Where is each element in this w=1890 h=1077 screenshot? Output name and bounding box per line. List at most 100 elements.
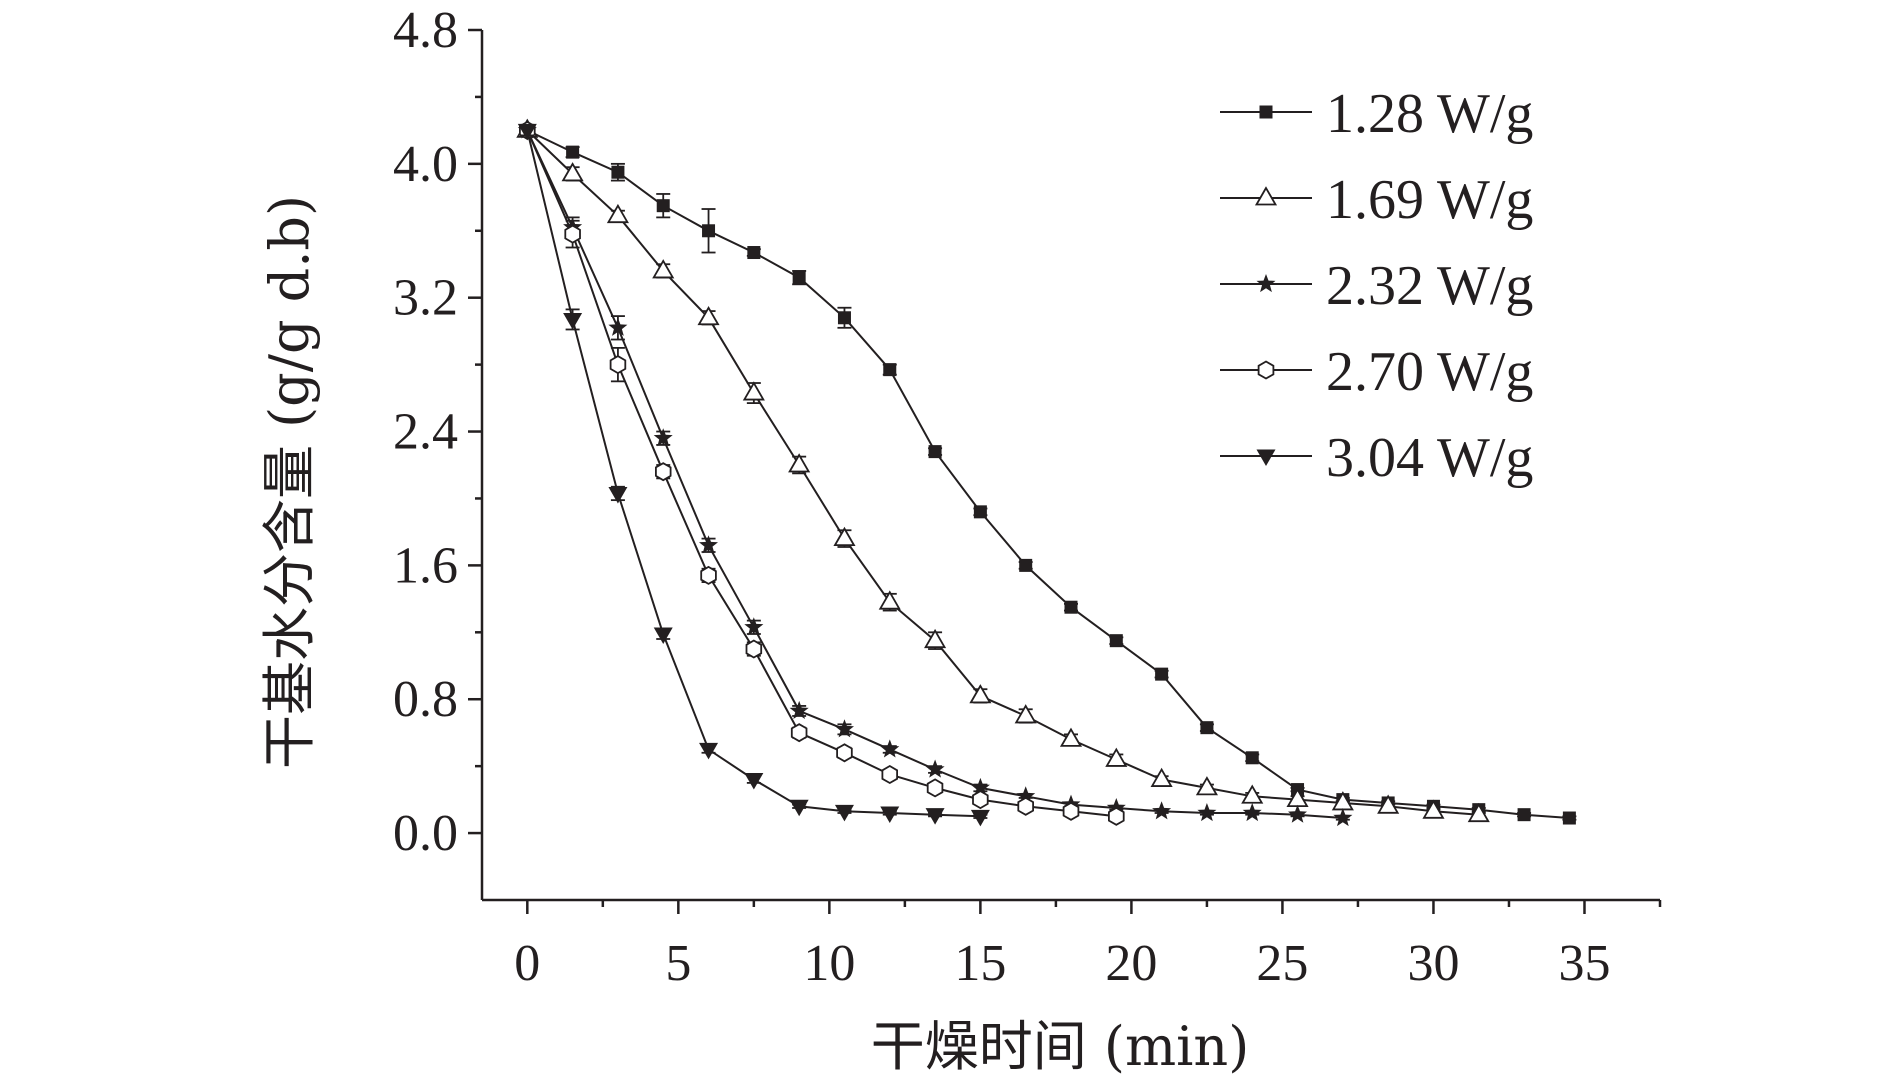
series-3 xyxy=(517,120,1353,827)
legend-item: 3.04 W/g xyxy=(1220,427,1533,489)
data-point xyxy=(655,462,672,482)
data-point xyxy=(699,742,719,760)
data-point xyxy=(1062,801,1080,821)
data-point xyxy=(1241,784,1264,804)
data-point xyxy=(745,639,763,659)
data-point xyxy=(652,259,675,279)
series-5 xyxy=(517,123,990,827)
data-point xyxy=(834,804,854,822)
y-tick-label: 0.8 xyxy=(393,671,458,728)
x-axis-title: 干燥时间 (min) xyxy=(871,1015,1250,1077)
x-tick-label: 20 xyxy=(1105,935,1157,992)
data-point xyxy=(744,773,764,790)
legend-label: 1.28 W/g xyxy=(1326,83,1533,145)
data-point xyxy=(564,224,581,244)
legend-label: 3.04 W/g xyxy=(1326,427,1533,489)
data-point xyxy=(517,123,537,141)
legend-label: 1.69 W/g xyxy=(1326,169,1533,231)
data-point xyxy=(1242,803,1262,822)
series-line xyxy=(526,129,1570,819)
data-point xyxy=(788,453,811,473)
legend-marker xyxy=(1259,105,1273,119)
legend-label: 2.70 W/g xyxy=(1326,341,1533,403)
data-point xyxy=(747,246,761,260)
data-point xyxy=(563,312,583,330)
x-tick-label: 25 xyxy=(1256,935,1308,992)
data-point xyxy=(1109,634,1123,648)
x-tick-label: 35 xyxy=(1558,935,1610,992)
data-point xyxy=(699,535,718,554)
data-point xyxy=(837,311,851,325)
x-tick-label: 0 xyxy=(514,935,540,992)
data-point xyxy=(656,199,670,213)
legend-marker xyxy=(1256,274,1276,293)
data-point xyxy=(883,363,897,377)
data-point xyxy=(1333,808,1353,827)
legend-marker xyxy=(1256,449,1276,466)
data-point xyxy=(1288,804,1307,823)
x-tick-label: 10 xyxy=(803,935,855,992)
data-point xyxy=(924,628,947,649)
series-4 xyxy=(519,120,1125,826)
data-point xyxy=(970,809,990,827)
data-point xyxy=(789,799,809,817)
legend-item: 2.70 W/g xyxy=(1220,341,1533,403)
series-layer xyxy=(516,118,1577,827)
data-point xyxy=(969,684,992,704)
data-point xyxy=(653,428,673,447)
data-point xyxy=(1422,799,1445,819)
data-point xyxy=(789,700,809,719)
data-point xyxy=(653,627,673,644)
data-point xyxy=(1014,704,1037,724)
data-point xyxy=(1467,802,1490,823)
data-point xyxy=(881,764,898,785)
y-tick-label: 4.8 xyxy=(393,2,458,59)
data-point xyxy=(928,445,942,459)
data-point xyxy=(880,806,900,823)
series-line xyxy=(526,130,981,818)
data-point xyxy=(1108,806,1125,826)
data-point xyxy=(566,145,580,159)
data-point xyxy=(697,305,720,326)
data-point xyxy=(611,165,625,179)
data-point xyxy=(972,790,989,810)
y-tick-label: 2.4 xyxy=(393,404,458,461)
data-point xyxy=(878,590,901,610)
legend: 1.28 W/g 1.69 W/g 2.32 W/g 2.70 W/g 3.04 W/g xyxy=(1220,83,1533,489)
legend-item: 1.28 W/g xyxy=(1220,83,1533,145)
data-point xyxy=(561,162,584,182)
legend-item: 2.32 W/g xyxy=(1220,255,1533,317)
data-point xyxy=(970,777,990,796)
legend-marker xyxy=(1257,360,1275,380)
data-point xyxy=(1197,803,1217,822)
data-point xyxy=(835,719,854,738)
data-point xyxy=(1562,811,1576,825)
x-axis-ticks: 0 5 10 15 20 25 30 35 xyxy=(514,900,1662,992)
series-line xyxy=(526,129,1479,816)
data-point xyxy=(1059,727,1083,747)
x-tick-label: 15 xyxy=(954,935,1006,992)
data-point xyxy=(1152,801,1172,820)
legend-marker xyxy=(1254,186,1278,206)
data-point xyxy=(790,723,808,743)
data-point xyxy=(880,739,900,758)
data-point xyxy=(925,808,945,825)
data-point xyxy=(1019,558,1033,572)
data-point xyxy=(702,224,716,238)
data-point xyxy=(836,743,853,763)
data-point xyxy=(1017,796,1034,816)
data-point xyxy=(1195,776,1218,796)
legend-item: 1.69 W/g xyxy=(1220,169,1533,231)
y-axis-ticks: 0.0 0.8 1.6 2.4 3.2 4.0 4.8 xyxy=(393,2,482,862)
data-point xyxy=(1377,794,1400,814)
y-tick-label: 0.0 xyxy=(393,805,458,862)
data-point xyxy=(973,505,987,519)
data-point xyxy=(1150,767,1173,787)
data-point xyxy=(608,486,628,504)
y-axis-title: 干基水分含量 (g/g d.b) xyxy=(258,195,321,769)
data-point xyxy=(1155,667,1169,681)
y-tick-label: 3.2 xyxy=(393,270,458,327)
data-point xyxy=(925,759,945,778)
data-point xyxy=(1200,721,1214,735)
